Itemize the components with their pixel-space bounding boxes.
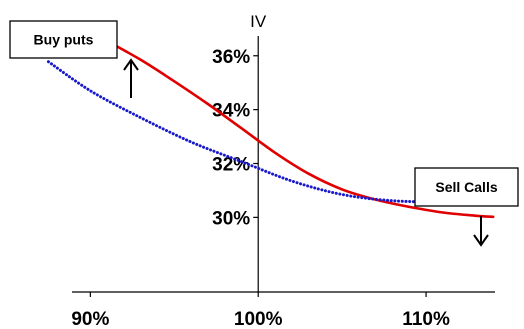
y-tick-labels: 30% 32% 34% 36% [212,47,259,229]
arrow-head [473,234,489,247]
y-tick-label: 30% [212,208,250,229]
x-tick-label: 100% [234,309,283,329]
x-tick-label: 110% [402,309,450,329]
x-tick-labels: 90% 100% 110% [71,292,450,329]
callout-box [414,167,519,207]
callout-sell-calls: Sell Calls [414,167,519,247]
callout-label: Buy puts [34,32,94,48]
callout-box [9,20,118,59]
axes: IV [72,12,495,293]
y-axis-title: IV [250,12,267,31]
y-tick-label: 34% [212,101,250,122]
callout-buy-puts: Buy puts [9,20,139,98]
series-line-0 [105,39,495,219]
y-tick-label: 32% [212,155,250,176]
x-tick-label: 90% [71,309,109,329]
arrow-head [123,58,139,71]
y-tick-label: 36% [212,47,250,68]
callout-label: Sell Calls [435,179,497,195]
annotation-layer: Buy puts Sell Calls [9,20,519,247]
